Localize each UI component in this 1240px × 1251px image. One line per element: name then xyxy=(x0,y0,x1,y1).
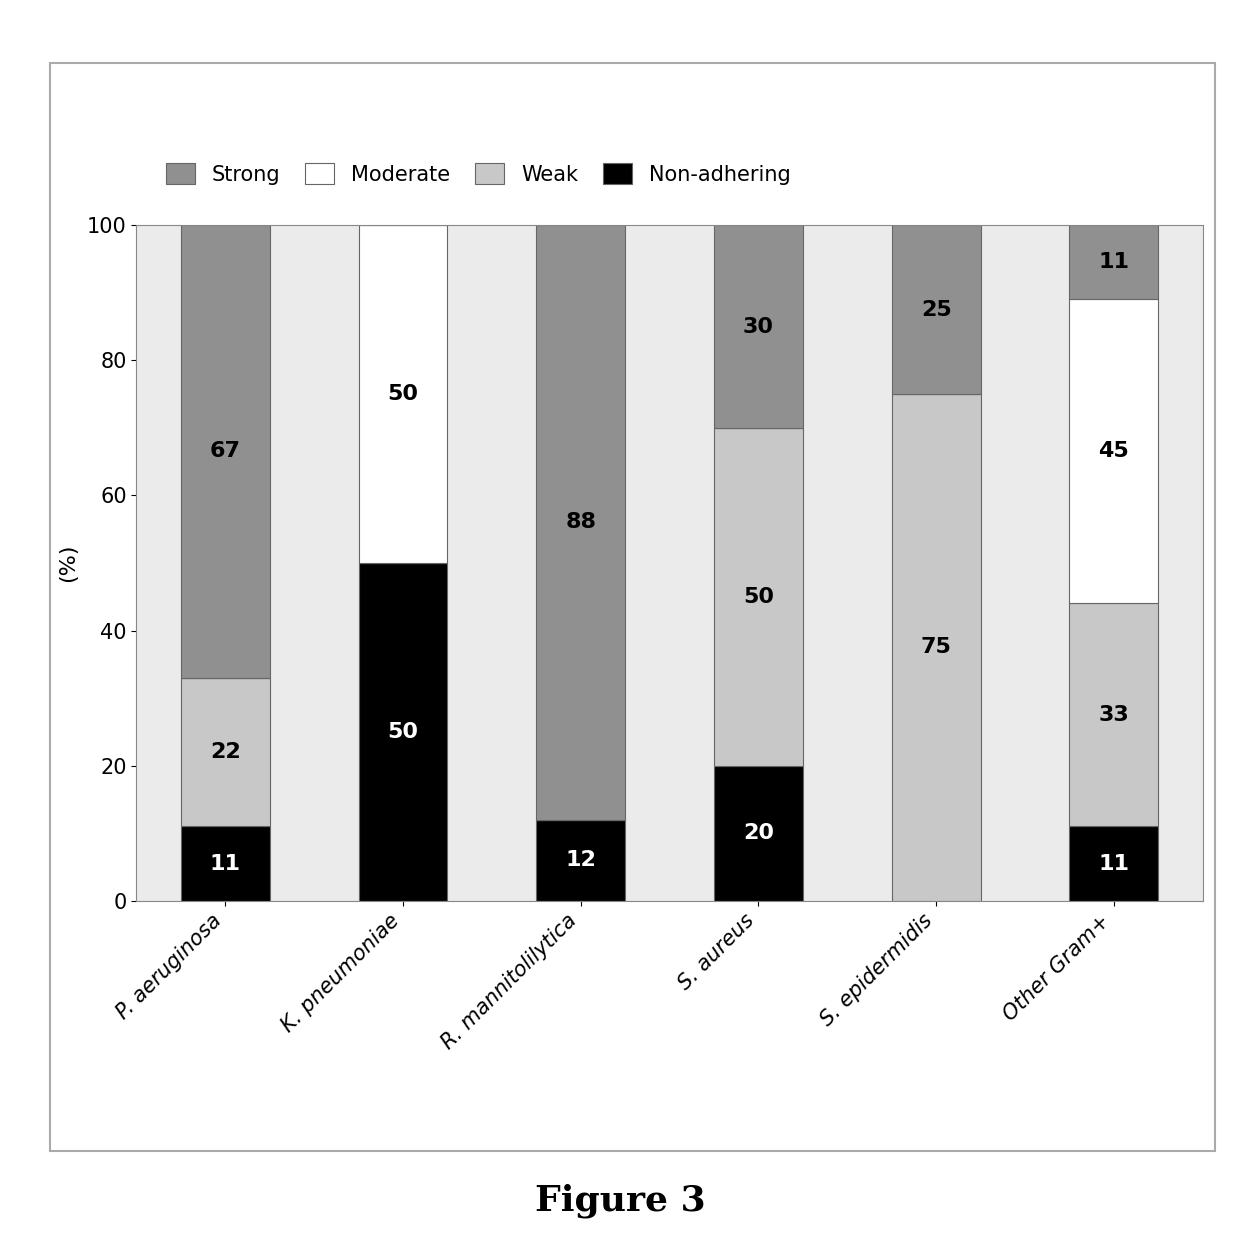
Bar xyxy=(181,678,269,827)
Bar xyxy=(358,563,448,901)
Text: 50: 50 xyxy=(743,587,774,607)
Text: 75: 75 xyxy=(921,638,951,657)
Bar xyxy=(1069,603,1158,827)
Bar xyxy=(358,225,448,563)
Bar xyxy=(181,225,269,678)
Bar xyxy=(714,225,802,428)
Text: 11: 11 xyxy=(1099,853,1130,873)
Legend: Strong, Moderate, Weak, Non-adhering: Strong, Moderate, Weak, Non-adhering xyxy=(157,155,799,193)
Text: 25: 25 xyxy=(921,300,951,319)
Bar xyxy=(1069,225,1158,299)
Text: 88: 88 xyxy=(565,513,596,533)
Bar xyxy=(714,428,802,766)
Text: 22: 22 xyxy=(210,742,241,762)
Bar xyxy=(536,819,625,901)
Bar xyxy=(892,225,981,394)
Text: 12: 12 xyxy=(565,851,596,871)
Text: Figure 3: Figure 3 xyxy=(534,1183,706,1218)
Text: 11: 11 xyxy=(210,853,241,873)
Bar xyxy=(181,827,269,901)
Text: 11: 11 xyxy=(1099,253,1130,273)
Text: 30: 30 xyxy=(743,317,774,337)
Text: 33: 33 xyxy=(1099,706,1130,724)
Y-axis label: (%): (%) xyxy=(58,544,78,582)
Bar xyxy=(1069,827,1158,901)
Text: 67: 67 xyxy=(210,442,241,462)
Text: 45: 45 xyxy=(1099,442,1130,462)
Text: 20: 20 xyxy=(743,823,774,843)
Bar xyxy=(536,225,625,819)
Text: 50: 50 xyxy=(387,384,418,404)
Bar xyxy=(714,766,802,901)
Bar xyxy=(892,394,981,901)
Text: 50: 50 xyxy=(387,722,418,742)
Bar xyxy=(1069,299,1158,603)
